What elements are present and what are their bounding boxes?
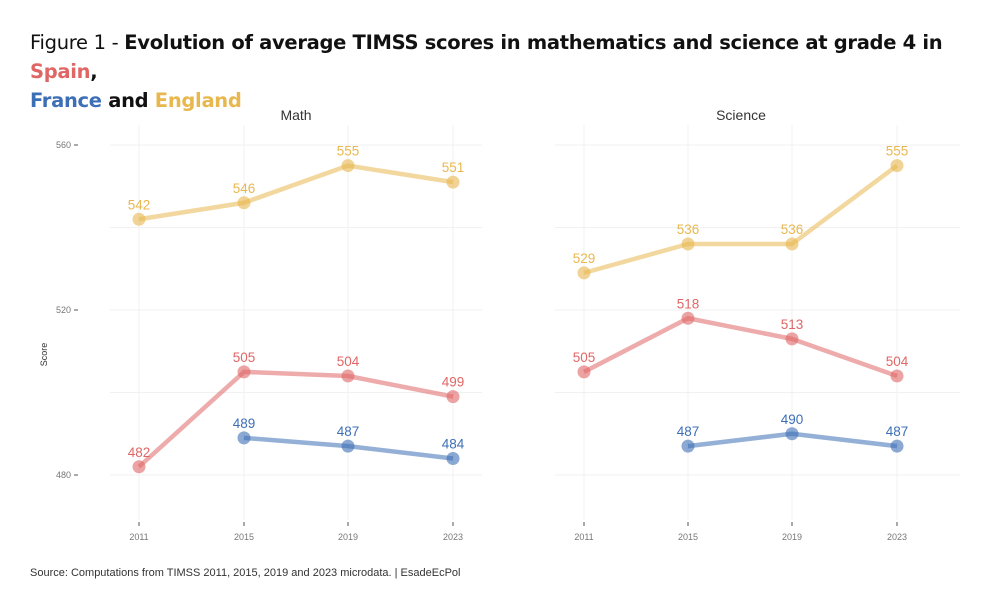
data-point: [446, 452, 460, 465]
data-label: 536: [677, 222, 700, 237]
x-tick-label: 2015: [678, 532, 698, 542]
data-label: 499: [442, 375, 465, 390]
data-point: [681, 311, 695, 325]
panel-title: Math: [280, 107, 311, 123]
x-tick-label: 2019: [782, 532, 802, 542]
x-tick-label: 2011: [574, 532, 593, 542]
panel-science: Science 2011 2015 2019 2023 529 536 536 555 505 51…: [555, 107, 960, 542]
data-point: [785, 427, 799, 441]
series-france: 487 490 487: [677, 412, 909, 453]
data-label: 489: [233, 416, 256, 431]
series-line: [583, 163, 899, 276]
data-point: [681, 439, 695, 453]
data-label: 487: [337, 424, 360, 439]
data-label: 536: [781, 222, 804, 237]
series-line: [138, 163, 454, 222]
data-label: 505: [233, 350, 256, 365]
data-point: [341, 159, 355, 173]
panel-title: Science: [716, 107, 766, 123]
data-point: [446, 390, 460, 404]
data-label: 555: [886, 144, 909, 159]
panel-math: Math 480 520 560 Score 2011 2015 2019 2023 542 546…: [39, 107, 482, 542]
data-point: [577, 266, 591, 280]
data-label: 529: [573, 251, 596, 266]
x-tick-label: 2011: [129, 532, 148, 542]
data-point: [132, 460, 146, 474]
figure-title-lead: Figure 1 -: [30, 31, 125, 54]
x-tick-label: 2023: [443, 532, 463, 542]
data-point: [341, 439, 355, 453]
data-label: 484: [442, 437, 465, 452]
title-england: England: [154, 89, 242, 112]
data-point: [237, 196, 251, 210]
data-point: [785, 237, 799, 251]
series-england: 542 546 555 551: [128, 144, 465, 226]
data-point: [785, 332, 799, 346]
series-france: 489 487 484: [233, 416, 465, 465]
source-note: Source: Computations from TIMSS 2011, 20…: [30, 567, 461, 579]
data-label: 551: [442, 160, 465, 175]
y-tick-label: 560: [56, 140, 71, 150]
title-france: France: [30, 89, 102, 112]
y-tick-label: 480: [56, 470, 71, 480]
figure-title-main: Evolution of average TIMSS scores in mat…: [124, 31, 943, 54]
data-label: 505: [573, 350, 596, 365]
data-point: [890, 159, 904, 173]
data-label: 487: [886, 424, 909, 439]
title-comma: ,: [90, 60, 98, 83]
data-label: 542: [128, 197, 151, 212]
data-label: 504: [886, 354, 909, 369]
data-point: [237, 365, 251, 379]
data-label: 513: [781, 317, 804, 332]
data-label: 490: [781, 412, 804, 427]
data-point: [890, 369, 904, 383]
data-point: [237, 431, 251, 445]
figure-title: Figure 1 - Evolution of average TIMSS sc…: [30, 28, 990, 115]
title-spain: Spain: [30, 60, 91, 83]
data-point: [132, 212, 146, 226]
series-england: 529 536 536 555: [573, 144, 909, 280]
data-point: [890, 439, 904, 453]
y-axis-title: Score: [39, 343, 49, 367]
data-point: [577, 365, 591, 379]
x-tick-label: 2023: [887, 532, 907, 542]
data-label: 482: [128, 445, 151, 460]
x-tick-label: 2015: [234, 532, 254, 542]
data-label: 504: [337, 354, 360, 369]
data-point: [446, 175, 460, 189]
series-spain: 505 518 513 504: [573, 296, 909, 383]
series-line: [137, 369, 454, 469]
data-point: [341, 369, 355, 383]
y-tick-label: 520: [56, 305, 71, 315]
data-label: 555: [337, 144, 360, 159]
title-and: and: [101, 89, 155, 112]
data-label: 546: [233, 181, 256, 196]
x-tick-label: 2019: [338, 532, 358, 542]
series-line: [582, 316, 898, 379]
data-point: [681, 237, 695, 251]
series-spain: 482 505 504 499: [128, 350, 465, 474]
data-label: 487: [677, 424, 700, 439]
data-label: 518: [677, 296, 700, 311]
